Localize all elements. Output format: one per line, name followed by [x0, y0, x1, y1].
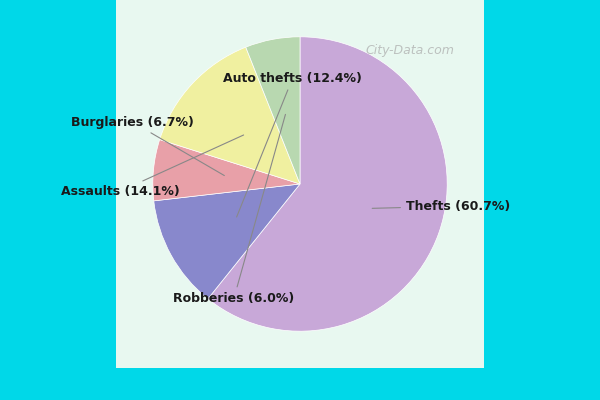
Wedge shape	[153, 140, 300, 201]
Wedge shape	[208, 37, 447, 331]
Wedge shape	[160, 47, 300, 184]
Text: Auto thefts (12.4%): Auto thefts (12.4%)	[223, 72, 362, 217]
Text: Thefts (60.7%): Thefts (60.7%)	[372, 200, 510, 212]
Text: City-Data.com: City-Data.com	[365, 44, 455, 57]
Wedge shape	[154, 184, 300, 299]
Wedge shape	[246, 37, 300, 184]
Bar	[116, 0, 484, 368]
Text: Assaults (14.1%): Assaults (14.1%)	[61, 135, 244, 198]
Text: Robberies (6.0%): Robberies (6.0%)	[173, 114, 295, 305]
Text: Burglaries (6.7%): Burglaries (6.7%)	[71, 116, 224, 176]
